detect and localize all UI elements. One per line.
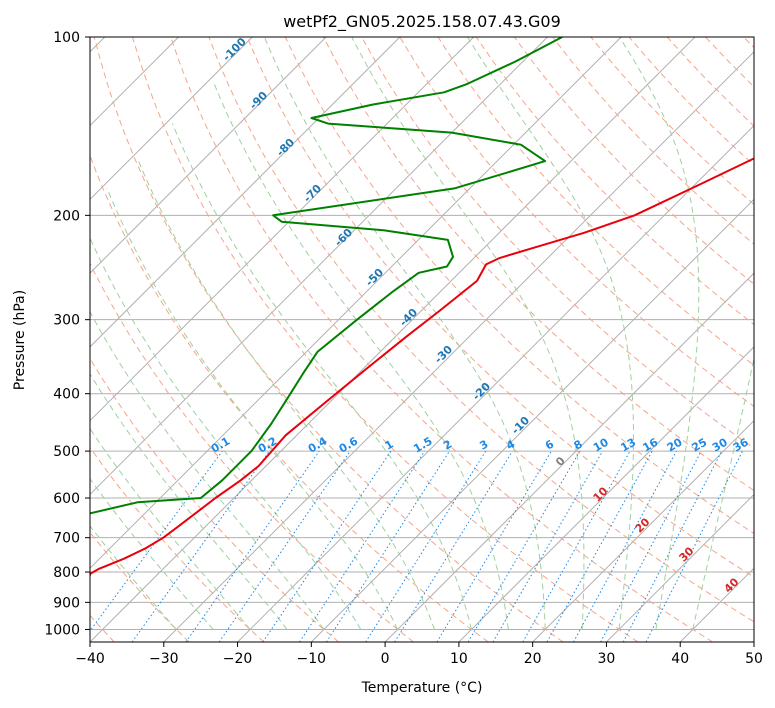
y-tick-label: 600 [53,491,80,507]
y-tick-label: 900 [53,595,80,611]
dry-adiabat-line [399,37,754,408]
x-tick-label: −10 [297,651,327,667]
temperature-line [90,157,754,578]
x-tick-label: 0 [381,651,390,667]
dry-adiabat-line [132,37,639,642]
isotherm-line [606,493,754,642]
mixing-ratio-line [492,450,604,642]
isotherm-line [90,37,401,348]
mixing-ratio-line [522,450,631,642]
moist-adiabat-line [90,310,325,630]
y-tick-label: 700 [53,531,80,547]
dry-adiabat-line [246,37,754,578]
mixing-ratio-line [325,450,450,642]
dry-adiabat-line [170,37,713,642]
dry-adiabat-line [90,357,339,642]
isotherm-line [458,346,754,642]
isotherm-line [90,37,253,201]
moist-adiabat-line [692,356,754,630]
x-tick-label: 10 [450,651,468,667]
isotherm-line [90,37,548,496]
moist-adiabat-line [90,372,288,630]
moist-adiabat-line [90,236,362,630]
moist-adiabat-line [90,478,214,630]
moist-adiabat-line [90,525,177,630]
moist-adiabat-line [213,83,509,630]
series-layer [90,37,754,578]
isotherm-line [384,272,754,642]
moist-adiabat-line [351,37,585,630]
dry-adiabat-line [513,37,754,285]
mixing-ratio-line [365,450,487,642]
background-lines [90,37,754,642]
dry-adiabat-line [437,37,754,366]
y-tick-label: 100 [53,30,80,46]
y-tick-label: 800 [53,565,80,581]
x-tick-label: 30 [598,651,616,667]
dry-adiabat-line [475,37,754,326]
dry-adiabat-line [284,37,754,535]
isotherm-line [237,124,754,642]
moist-adiabat-line [466,37,634,630]
mixing-ratio-line [218,450,351,642]
x-tick-label: 40 [671,651,689,667]
mixing-ratio-line [185,450,320,642]
moist-adiabat-line [136,157,436,630]
dry-adiabat-line [90,446,265,642]
x-tick-label: 20 [524,651,542,667]
plot-frame [89,36,755,643]
dewpoint-line [90,37,563,515]
chart-title: wetPf2_GN05.2025.158.07.43.G09 [283,12,561,32]
dry-adiabat-line [323,37,754,492]
plot-area [90,37,754,642]
x-axis: −40 −30 −20 −10 0 10 20 30 40 50 [75,642,763,667]
mixing-ratio-line [467,450,581,642]
mixing-ratio-line [436,450,552,642]
x-tick-label: 50 [745,651,763,667]
moist-adiabat-line [171,123,472,630]
mixing-ratio-line [573,450,677,642]
isotherm-line [90,37,622,569]
y-tick-label: 500 [53,444,80,460]
moist-adiabat-line [90,427,251,630]
y-axis: 100 200 300 400 500 600 700 800 900 1000 [44,30,90,638]
y-axis-label: Pressure (hPa) [12,290,28,390]
isotherm-line [90,37,475,422]
x-axis-label: Temperature (°C) [361,680,483,696]
dry-adiabat-line [93,37,564,642]
mixing-ratio-line [394,450,513,642]
dry-adiabat-line [208,37,754,623]
moist-adiabat-line [264,37,546,630]
x-tick-label: −40 [75,651,105,667]
moist-adiabat-line [619,37,700,630]
mixing-ratio-line [546,450,653,642]
y-tick-label: 1000 [44,622,80,638]
x-tick-label: −20 [223,651,253,667]
y-tick-label: 300 [53,313,80,329]
isotherm-line [90,37,696,642]
isotherm-line [532,419,754,642]
x-tick-label: −30 [149,651,179,667]
isotherm-line [163,51,754,642]
dry-adiabat-line [90,262,414,642]
y-tick-label: 200 [53,208,80,224]
moist-adiabat-line [106,188,399,630]
y-tick-label: 400 [53,387,80,403]
isotherm-line [90,37,327,274]
